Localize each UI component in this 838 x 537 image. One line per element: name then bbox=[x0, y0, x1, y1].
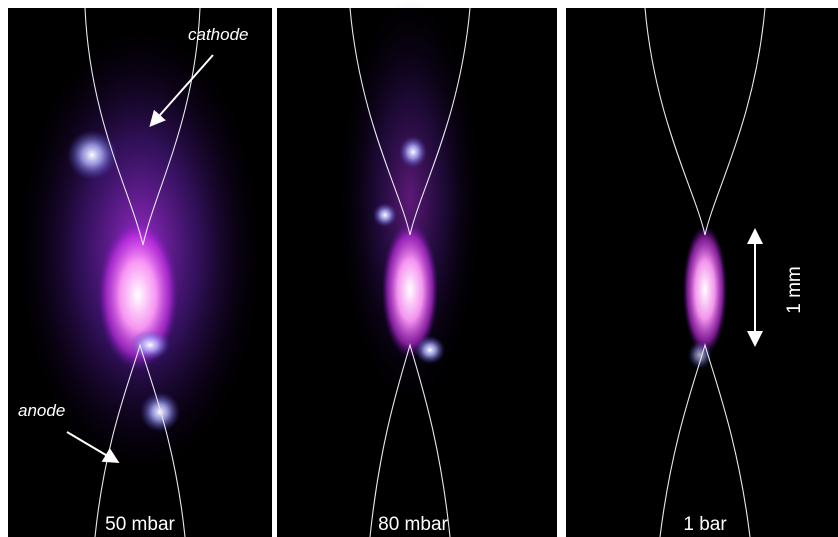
panel-1bar: 1 mm 1 bar bbox=[566, 8, 838, 537]
figure: cathode anode 50 mbar 80 mbar 1 mm 1 bar bbox=[0, 0, 838, 537]
anode-label: anode bbox=[18, 401, 65, 420]
panel-50mbar: cathode anode 50 mbar bbox=[8, 8, 272, 537]
cathode-label: cathode bbox=[188, 25, 249, 44]
pressure-label: 50 mbar bbox=[105, 514, 175, 535]
pressure-label: 1 bar bbox=[683, 514, 727, 535]
panel-80mbar: 80 mbar bbox=[277, 0, 557, 537]
pressure-label: 80 mbar bbox=[378, 514, 448, 535]
scale-label: 1 mm bbox=[784, 266, 805, 314]
